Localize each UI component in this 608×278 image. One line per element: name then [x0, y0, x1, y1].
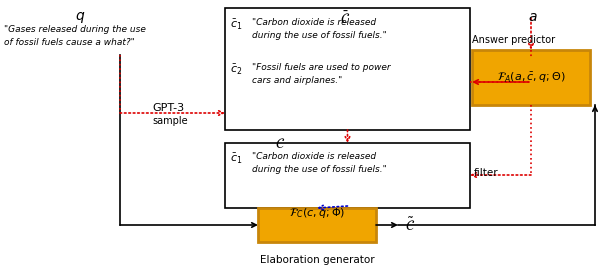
Text: during the use of fossil fuels.": during the use of fossil fuels." [252, 31, 387, 40]
Text: $\bar{c}_2$: $\bar{c}_2$ [230, 63, 243, 77]
Text: GPT-3: GPT-3 [152, 103, 184, 113]
Text: of fossil fuels cause a what?": of fossil fuels cause a what?" [4, 38, 135, 47]
Bar [472, 50, 590, 105]
Text: $\tilde{\mathcal{C}}$: $\tilde{\mathcal{C}}$ [405, 216, 415, 234]
Text: $q$: $q$ [75, 10, 85, 25]
Text: $\bar{\mathcal{C}}$: $\bar{\mathcal{C}}$ [340, 10, 350, 27]
Text: sample: sample [152, 116, 188, 126]
Text: "Carbon dioxide is released: "Carbon dioxide is released [252, 18, 376, 27]
Text: "Gases released during the use: "Gases released during the use [4, 25, 146, 34]
Bar [258, 208, 376, 242]
Bar [225, 8, 470, 130]
Text: Answer predictor: Answer predictor [472, 35, 555, 45]
Text: $\mathcal{C}$: $\mathcal{C}$ [275, 137, 285, 151]
Text: Elaboration generator: Elaboration generator [260, 255, 375, 265]
Text: during the use of fossil fuels.": during the use of fossil fuels." [252, 165, 387, 174]
Text: "Fossil fuels are used to power: "Fossil fuels are used to power [252, 63, 390, 72]
Text: "Carbon dioxide is released: "Carbon dioxide is released [252, 152, 376, 161]
Text: $a$: $a$ [528, 10, 538, 24]
Text: $\bar{c}_1$: $\bar{c}_1$ [230, 152, 243, 166]
Bar [225, 143, 470, 208]
Text: $\mathcal{F}_C(c,q;\Phi)$: $\mathcal{F}_C(c,q;\Phi)$ [289, 206, 345, 220]
Text: $\mathcal{F}_A(a,\bar{c},q;\Theta)$: $\mathcal{F}_A(a,\bar{c},q;\Theta)$ [497, 71, 565, 85]
Text: $\bar{c}_1$: $\bar{c}_1$ [230, 18, 243, 32]
Text: filter: filter [474, 168, 499, 178]
Text: cars and airplanes.": cars and airplanes." [252, 76, 342, 85]
